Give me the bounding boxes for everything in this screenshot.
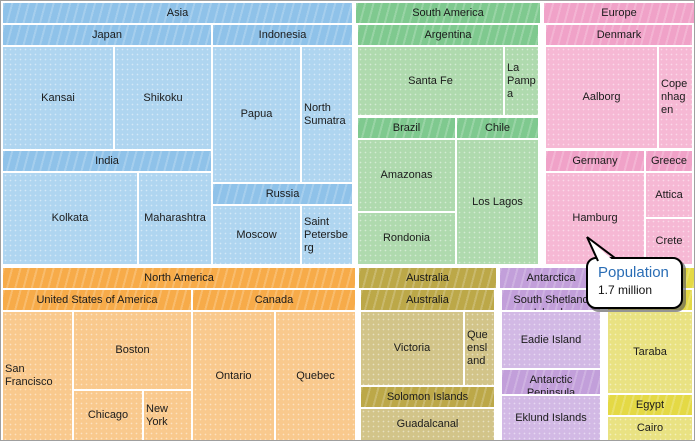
header-germany[interactable]: Germany: [546, 151, 644, 171]
cell-papua[interactable]: Papua: [213, 47, 300, 182]
tooltip-title: Population: [598, 264, 669, 281]
header-denmark[interactable]: Denmark: [546, 25, 692, 45]
header-india[interactable]: India: [3, 151, 211, 171]
cell-ontario[interactable]: Ontario: [193, 312, 274, 440]
cell-amazonas[interactable]: Amazonas: [358, 140, 455, 211]
header-indonesia[interactable]: Indonesia: [213, 25, 352, 45]
cell-cairo[interactable]: Cairo: [608, 417, 692, 440]
cell-victoria[interactable]: Victoria: [361, 312, 463, 385]
cell-kolkata[interactable]: Kolkata: [3, 173, 137, 264]
cell-attica[interactable]: Attica: [646, 173, 692, 217]
section-north-america: North America United States of America C…: [1, 266, 357, 440]
header-usa[interactable]: United States of America: [3, 290, 191, 310]
header-solomon-islands[interactable]: Solomon Islands: [361, 387, 494, 407]
section-south-america: South America Argentina Santa Fe La Pamp…: [354, 1, 542, 266]
section-antarctica: Antarctica South Shetland Islands Eadie …: [498, 266, 604, 440]
cell-la-pampa[interactable]: La Pampa: [505, 47, 538, 115]
cell-moscow[interactable]: Moscow: [213, 206, 300, 264]
cell-north-sumatra[interactable]: North Sumatra: [302, 47, 352, 182]
header-south-shetland-islands[interactable]: South Shetland Islands: [502, 290, 600, 310]
cell-shikoku[interactable]: Shikoku: [115, 47, 211, 149]
header-greece[interactable]: Greece: [646, 151, 692, 171]
header-north-america[interactable]: North America: [3, 268, 355, 288]
header-europe[interactable]: Europe: [544, 3, 694, 23]
cell-eklund-islands[interactable]: Eklund Islands: [502, 396, 600, 440]
header-australia-country[interactable]: Australia: [361, 290, 494, 310]
cell-guadalcanal[interactable]: Guadalcanal: [361, 409, 494, 440]
section-asia: Asia Japan Kansai Shikoku Indonesia Papu…: [1, 1, 354, 266]
section-australia: Australia Australia Victoria Queensland …: [357, 266, 498, 440]
header-antarctic-peninsula[interactable]: Antarctic Peninsula: [502, 370, 600, 394]
cell-chicago[interactable]: Chicago: [74, 391, 142, 440]
cell-boston[interactable]: Boston: [74, 312, 191, 389]
cell-eadie-island[interactable]: Eadie Island: [502, 312, 600, 368]
header-chile[interactable]: Chile: [457, 118, 538, 138]
tooltip-value: 1.7 million: [598, 283, 653, 297]
tooltip-pointer-icon: [586, 236, 617, 264]
header-canada[interactable]: Canada: [193, 290, 355, 310]
section-europe: Europe Denmark Aalborg Copenhagen German…: [542, 1, 694, 266]
header-australia-continent[interactable]: Australia: [359, 268, 496, 288]
cell-hamburg[interactable]: Hamburg: [546, 173, 644, 264]
cell-new-york[interactable]: New York: [144, 391, 191, 440]
cell-aalborg[interactable]: Aalborg: [546, 47, 657, 148]
cell-rondonia[interactable]: Rondonia: [358, 213, 455, 264]
cell-los-lagos[interactable]: Los Lagos: [457, 140, 538, 264]
cell-crete[interactable]: Crete: [646, 219, 692, 264]
cell-quebec[interactable]: Quebec: [276, 312, 355, 440]
cell-queensland[interactable]: Queensland: [465, 312, 494, 385]
header-russia[interactable]: Russia: [213, 184, 352, 204]
header-japan[interactable]: Japan: [3, 25, 211, 45]
header-egypt[interactable]: Egypt: [608, 395, 692, 415]
cell-san-francisco[interactable]: San Francisco: [3, 312, 72, 440]
header-argentina[interactable]: Argentina: [358, 25, 538, 45]
header-antarctica[interactable]: Antarctica: [500, 268, 602, 288]
cell-kansai[interactable]: Kansai: [3, 47, 113, 149]
header-south-america[interactable]: South America: [356, 3, 540, 23]
header-brazil[interactable]: Brazil: [358, 118, 455, 138]
cell-copenhagen[interactable]: Copenhagen: [659, 47, 692, 148]
tooltip: Population 1.7 million: [586, 257, 683, 309]
cell-maharashtra[interactable]: Maharashtra: [139, 173, 211, 264]
cell-taraba[interactable]: Taraba: [608, 312, 692, 393]
header-asia[interactable]: Asia: [3, 3, 352, 23]
cell-santa-fe[interactable]: Santa Fe: [358, 47, 503, 115]
cell-saint-petersberg[interactable]: Saint Petersberg: [302, 206, 352, 264]
